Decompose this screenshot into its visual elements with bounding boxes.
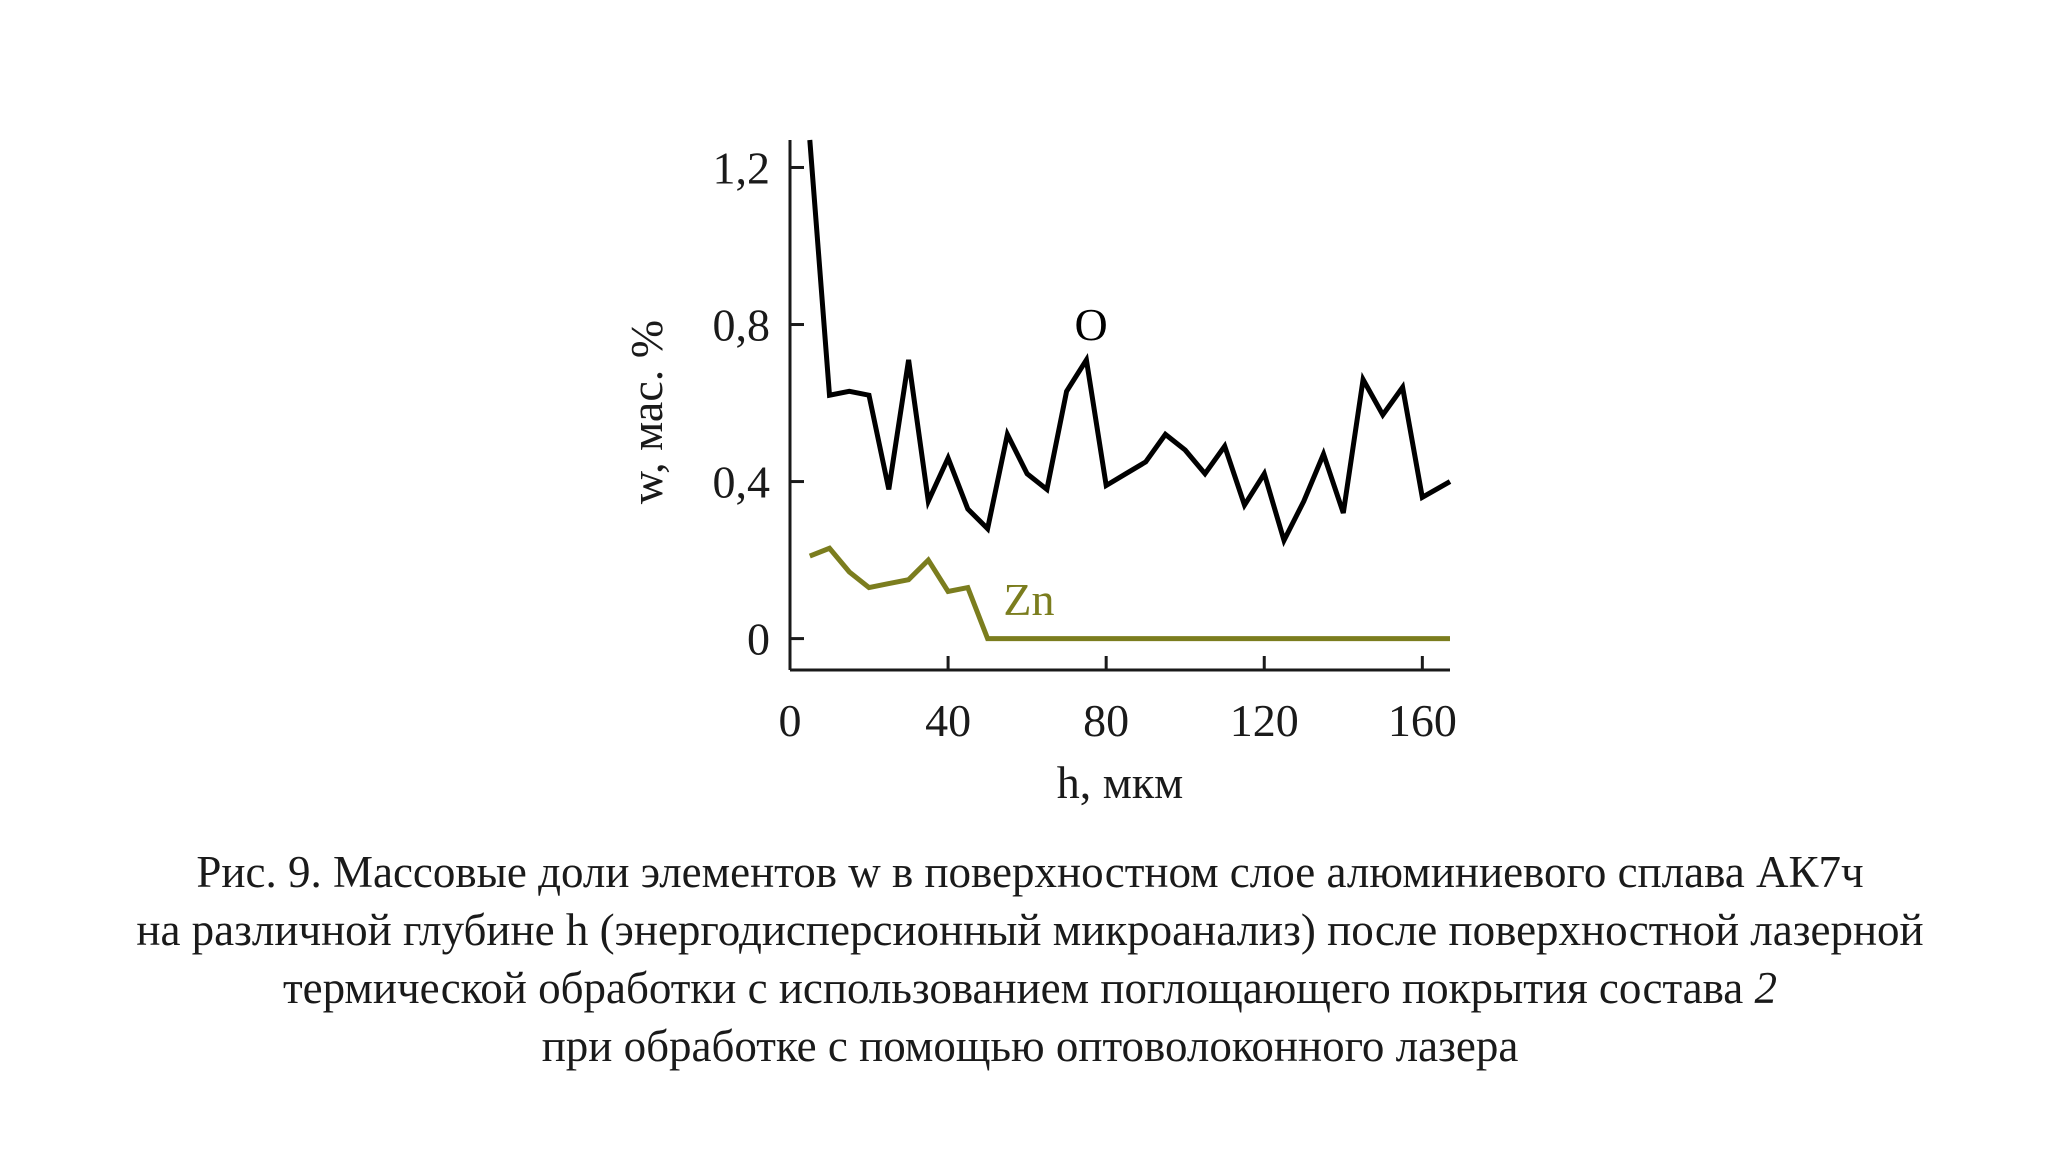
caption-line-4: при обработке с помощью оптоволоконного …: [541, 1021, 1519, 1071]
series-line-o: [807, 139, 1452, 548]
y-tick-label: 1,2: [713, 142, 771, 193]
chart-axes: [788, 140, 1450, 672]
x-tick-label: 120: [1230, 695, 1299, 746]
caption-line-3-text: термической обработки с использованием п…: [282, 963, 1755, 1013]
series-layer: [807, 139, 1452, 642]
y-tick-label: 0: [747, 614, 770, 665]
y-tick-label: 0,8: [713, 300, 771, 351]
caption-line-1: Рис. 9. Массовые доли элементов w в пове…: [196, 847, 1864, 897]
x-ticks: 0 40 80 120 160: [779, 656, 1457, 746]
y-ticks: 0 0,4 0,8 1,2: [713, 142, 804, 665]
x-tick-label: 40: [925, 695, 971, 746]
x-axis-label: h, мкм: [1057, 757, 1184, 808]
caption-line-2: на различной глубине h (энергодисперсион…: [136, 905, 1924, 955]
x-tick-label: 0: [779, 695, 802, 746]
y-tick-label: 0,4: [713, 457, 771, 508]
series-line-zn: [808, 545, 1450, 642]
caption-composition-number: 2: [1754, 963, 1778, 1013]
series-label-o: O: [1075, 299, 1108, 350]
annotation-layer: O Zn: [1003, 299, 1107, 625]
y-axis-label: w, мас. %: [621, 320, 672, 504]
figure-caption: Рис. 9. Массовые доли элементов w в пове…: [0, 843, 2060, 1075]
x-tick-label: 80: [1083, 695, 1129, 746]
series-label-zn: Zn: [1003, 574, 1054, 625]
x-tick-label: 160: [1388, 695, 1457, 746]
caption-line-3: термической обработки с использованием п…: [0, 959, 2060, 1017]
